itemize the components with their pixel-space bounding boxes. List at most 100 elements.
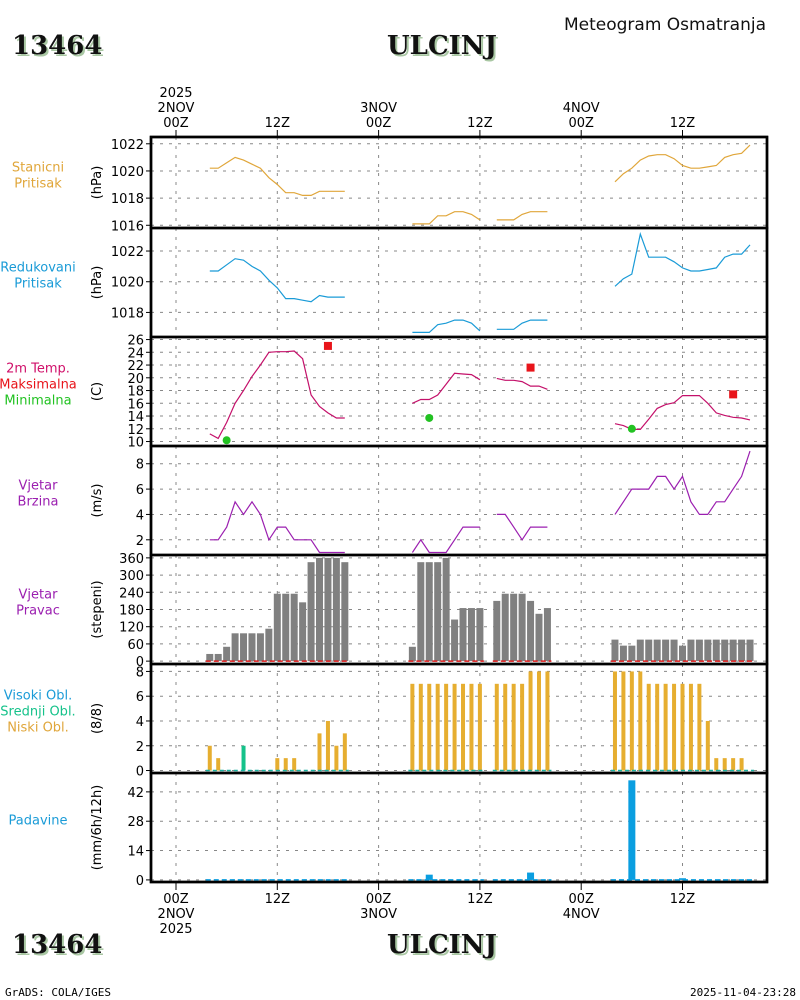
- y-tick-label: 0: [136, 765, 144, 780]
- wind-direction-bar: [510, 593, 518, 662]
- x-tick-label-top: 3NOV: [360, 101, 397, 116]
- station-name: ULCINJ: [387, 31, 497, 61]
- y-axis-label: (mm/6h/12h): [90, 785, 105, 871]
- y-axis-label: (C): [90, 382, 105, 401]
- cloud-bar: [461, 683, 466, 771]
- y-tick-label: 8: [136, 665, 144, 680]
- cloud-bar: [435, 683, 440, 771]
- wind-direction-bar: [467, 608, 475, 662]
- wind-direction-bar: [721, 639, 729, 662]
- cloud-bar: [275, 758, 280, 771]
- x-tick-label-bottom: 2NOV: [158, 907, 195, 922]
- series-line: [209, 156, 345, 196]
- panel-label: Maksimalna: [0, 378, 77, 393]
- panel-label: Srednji Obl.: [0, 705, 75, 720]
- y-tick-label: 2: [136, 534, 144, 549]
- y-tick-label: 1022: [111, 245, 144, 260]
- cloud-bar: [334, 745, 339, 771]
- cloud-bar: [629, 671, 634, 771]
- panel-label: Stanicni: [12, 161, 64, 176]
- y-axis-label: (8/8): [90, 703, 105, 734]
- wind-direction-bar: [687, 639, 695, 662]
- series-line: [496, 513, 548, 541]
- wind-direction-bar: [611, 639, 619, 662]
- cloud-bar: [444, 683, 449, 771]
- x-tick-label-top: 00Z: [568, 116, 594, 131]
- wind-direction-bar: [324, 557, 332, 662]
- x-tick-label-top: 2025: [159, 86, 192, 101]
- wind-direction-bar: [501, 593, 509, 662]
- min-temp-marker: [425, 413, 434, 422]
- cloud-bar: [722, 758, 727, 771]
- y-tick-label: 0: [136, 874, 144, 889]
- max-temp-marker: [729, 390, 738, 399]
- precip-bar: [527, 872, 535, 880]
- wind-direction-bar: [341, 562, 349, 662]
- cloud-bar: [511, 683, 516, 771]
- wind-direction-bar: [636, 639, 644, 662]
- wind-direction-bar: [282, 593, 290, 662]
- wind-direction-bar: [679, 645, 686, 662]
- cloud-bar: [672, 683, 677, 771]
- cloud-bar: [427, 683, 432, 771]
- series-line: [209, 500, 345, 554]
- panel-frame: [149, 135, 769, 230]
- series-line: [614, 450, 751, 516]
- cloud-bar: [655, 683, 660, 771]
- x-tick-label-top: 4NOV: [563, 101, 600, 116]
- y-tick-label: 60: [127, 638, 144, 653]
- series-line: [209, 258, 345, 303]
- cloud-bar: [216, 758, 221, 771]
- wind-direction-bar: [738, 639, 746, 662]
- chart-subtitle: Meteogram Osmatranja: [564, 15, 766, 35]
- wind-direction-bar: [273, 593, 281, 662]
- wind-direction-bar: [527, 600, 535, 662]
- y-tick-label: 16: [127, 397, 144, 412]
- y-tick-label: 8: [136, 458, 144, 473]
- cloud-bar: [697, 683, 702, 771]
- wind-direction-bar: [670, 639, 678, 662]
- wind-direction-bar: [256, 633, 264, 662]
- cloud-bar: [207, 745, 212, 771]
- wind-direction-bar: [316, 557, 324, 662]
- cloud-bar: [241, 745, 246, 771]
- wind-direction-bar: [704, 639, 712, 662]
- x-tick-label-top: 12Z: [467, 116, 493, 131]
- wind-direction-bar: [442, 557, 450, 662]
- cloud-bar: [663, 683, 668, 771]
- wind-direction-bar: [619, 645, 627, 662]
- cloud-bar: [418, 683, 423, 771]
- y-tick-label: 1020: [111, 276, 144, 291]
- x-tick-label-bottom: 00Z: [163, 892, 189, 907]
- x-tick-label-bottom: 2025: [159, 922, 192, 937]
- precip-bar: [425, 874, 433, 880]
- panel-label: Brzina: [18, 495, 59, 510]
- wind-direction-bar: [265, 628, 273, 662]
- data-layer: [205, 144, 755, 881]
- wind-direction-bar: [476, 608, 484, 662]
- wind-direction-bar: [653, 639, 661, 662]
- x-tick-label-top: 00Z: [366, 116, 392, 131]
- station-id-bottom-shadow: 13464: [14, 932, 104, 962]
- cloud-bar: [688, 683, 693, 771]
- y-tick-label: 300: [119, 569, 144, 584]
- cloud-bar: [325, 720, 330, 771]
- min-temp-marker: [627, 424, 636, 433]
- station-name-bottom: ULCINJ: [387, 930, 497, 960]
- y-tick-label: 180: [119, 604, 144, 619]
- cloud-bar: [317, 733, 322, 771]
- y-tick-label: 4: [136, 715, 144, 730]
- wind-direction-bar: [299, 602, 307, 662]
- series-line: [412, 211, 481, 225]
- wind-direction-bar: [214, 653, 222, 662]
- panel-label: Minimalna: [4, 394, 71, 409]
- wind-direction-bar: [425, 562, 433, 662]
- x-tick-label-bottom: 12Z: [467, 892, 493, 907]
- wind-direction-bar: [408, 646, 416, 662]
- wind-direction-bar: [248, 633, 256, 662]
- series-line: [496, 211, 548, 221]
- wind-direction-bar: [451, 619, 459, 662]
- x-tick-label-top: 12Z: [670, 116, 696, 131]
- y-tick-label: 0: [136, 655, 144, 670]
